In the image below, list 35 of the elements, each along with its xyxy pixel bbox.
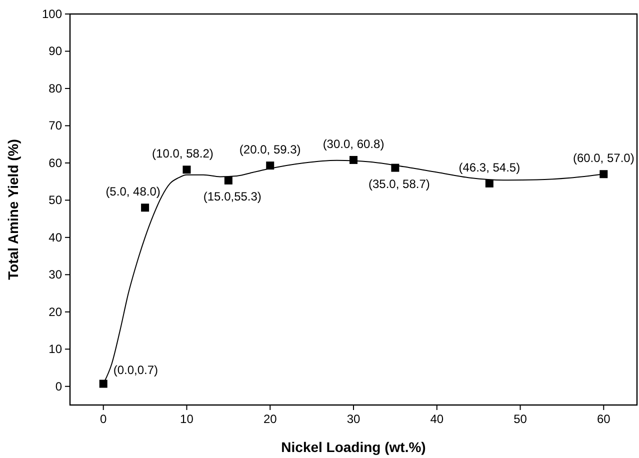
x-tick-label: 60: [596, 412, 611, 426]
point: [99, 380, 108, 388]
annotation: (20.0, 59.3): [239, 142, 301, 157]
y-tick-label: 100: [42, 7, 62, 21]
x-tick-label: 10: [180, 412, 194, 426]
annotation: (60.0, 57.0): [572, 151, 634, 166]
annotation: (10.0, 58.2): [152, 146, 214, 161]
x-axis-title: Nickel Loading (wt.%): [281, 439, 426, 455]
y-tick-label: 10: [48, 342, 62, 356]
y-tick-label: 30: [48, 268, 62, 282]
point: [224, 176, 232, 184]
x-tick-label: 40: [430, 412, 444, 426]
y-tick-label: 20: [48, 304, 62, 319]
y-tick-label: 90: [48, 44, 62, 58]
annotation: (0.0,0.7): [113, 362, 158, 377]
x-tick-label: 30: [346, 412, 360, 426]
x-tick-label: 0: [100, 412, 108, 426]
y-tick-label: 80: [48, 81, 62, 96]
y-tick-label: 70: [48, 118, 62, 133]
y-tick-label: 0: [55, 379, 62, 394]
x-tick-label: 50: [514, 412, 528, 426]
annotation: (5.0, 48.0): [106, 184, 160, 199]
y-tick-label: 50: [48, 193, 62, 208]
y-axis-title: Total Amine Yield (%): [5, 139, 21, 280]
point: [485, 179, 494, 188]
annotation: (46.3, 54.5): [458, 160, 520, 174]
point: [600, 170, 608, 178]
x-tick-label: 20: [263, 412, 278, 426]
annotation: (15.0,55.3): [203, 189, 262, 204]
annotation: (35.0, 58.7): [368, 176, 430, 191]
point: [141, 204, 150, 212]
y-tick-label: 40: [48, 230, 62, 244]
annotation: (30.0, 60.8): [322, 136, 384, 151]
y-tick-label: 60: [48, 156, 62, 170]
point: [182, 166, 191, 174]
